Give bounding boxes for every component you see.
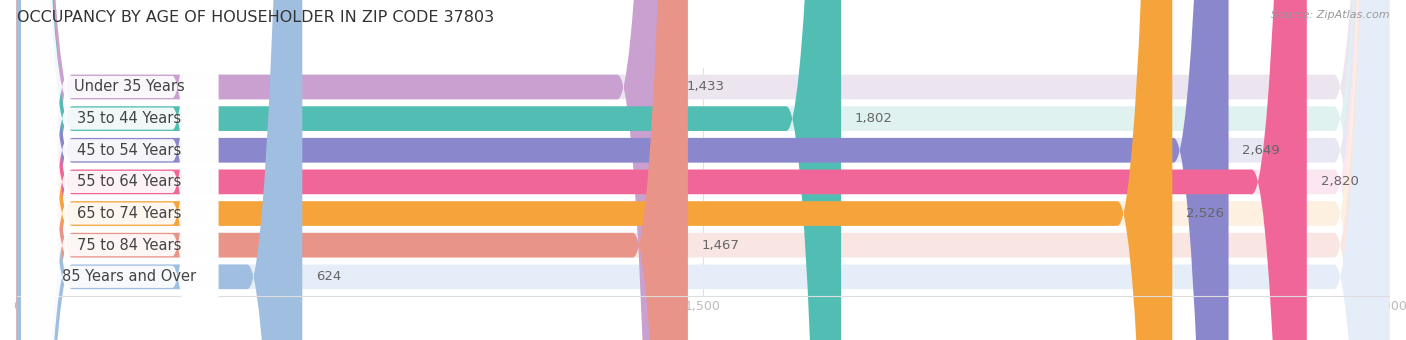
Text: OCCUPANCY BY AGE OF HOUSEHOLDER IN ZIP CODE 37803: OCCUPANCY BY AGE OF HOUSEHOLDER IN ZIP C… [17, 10, 494, 25]
Text: 55 to 64 Years: 55 to 64 Years [77, 174, 181, 189]
FancyBboxPatch shape [17, 0, 1389, 340]
FancyBboxPatch shape [17, 0, 672, 340]
FancyBboxPatch shape [17, 0, 1173, 340]
Text: 2,820: 2,820 [1320, 175, 1358, 188]
Text: Under 35 Years: Under 35 Years [73, 80, 184, 95]
Text: 1,467: 1,467 [702, 239, 740, 252]
FancyBboxPatch shape [21, 0, 218, 340]
Text: 2,649: 2,649 [1243, 144, 1279, 157]
FancyBboxPatch shape [17, 0, 1389, 340]
FancyBboxPatch shape [17, 0, 688, 340]
FancyBboxPatch shape [17, 0, 1389, 340]
FancyBboxPatch shape [21, 0, 218, 340]
FancyBboxPatch shape [17, 0, 1389, 340]
Text: 2,526: 2,526 [1187, 207, 1225, 220]
FancyBboxPatch shape [17, 0, 1306, 340]
FancyBboxPatch shape [21, 0, 218, 340]
FancyBboxPatch shape [17, 0, 1389, 340]
Text: 75 to 84 Years: 75 to 84 Years [77, 238, 181, 253]
FancyBboxPatch shape [17, 0, 1389, 340]
Text: 35 to 44 Years: 35 to 44 Years [77, 111, 181, 126]
FancyBboxPatch shape [21, 0, 218, 340]
FancyBboxPatch shape [21, 0, 218, 340]
FancyBboxPatch shape [21, 0, 218, 340]
Text: Source: ZipAtlas.com: Source: ZipAtlas.com [1271, 10, 1389, 20]
Text: 1,433: 1,433 [686, 81, 724, 94]
Text: 45 to 54 Years: 45 to 54 Years [77, 143, 181, 158]
FancyBboxPatch shape [17, 0, 1389, 340]
Text: 65 to 74 Years: 65 to 74 Years [77, 206, 181, 221]
Text: 624: 624 [316, 270, 342, 283]
Text: 85 Years and Over: 85 Years and Over [62, 269, 195, 284]
FancyBboxPatch shape [17, 0, 841, 340]
FancyBboxPatch shape [17, 0, 1229, 340]
FancyBboxPatch shape [17, 0, 302, 340]
FancyBboxPatch shape [21, 0, 218, 340]
Text: 1,802: 1,802 [855, 112, 893, 125]
